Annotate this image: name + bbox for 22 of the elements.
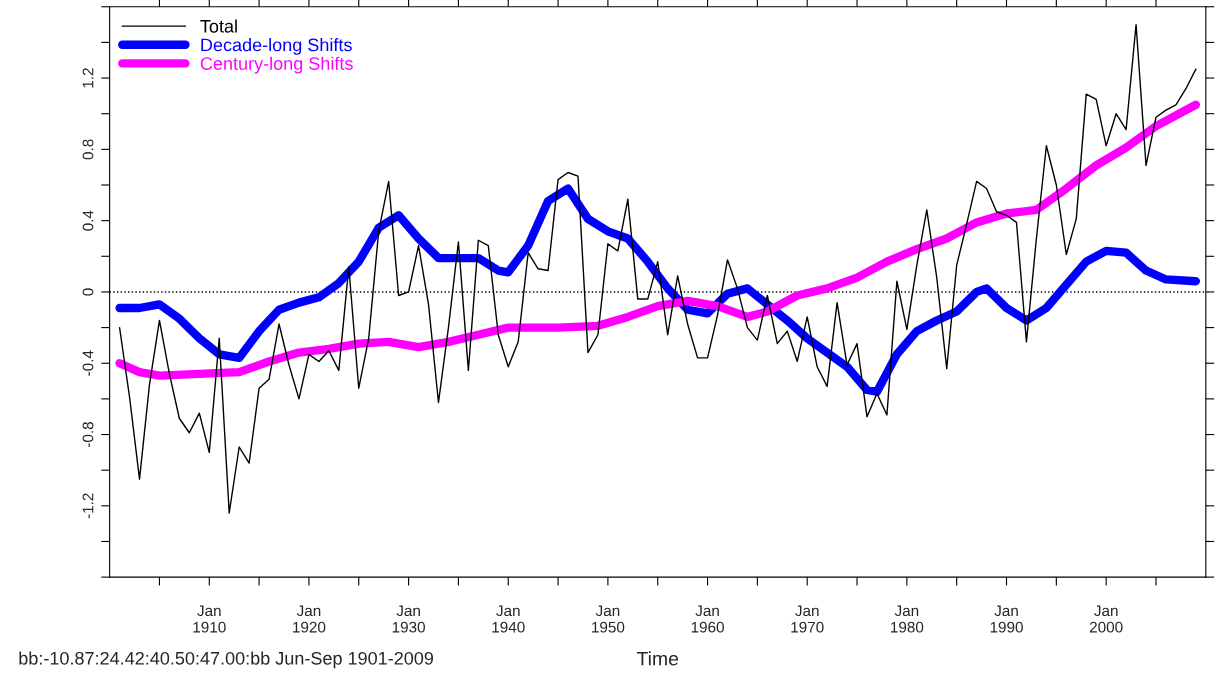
y-tick-label: 0 (82, 288, 94, 296)
y-tick-label: 0.4 (82, 210, 94, 231)
y-tick-label: -0.8 (82, 422, 94, 448)
x-tick-label: Jan 1920 (293, 605, 326, 633)
text: bb:-10.87:24.42:40.50:47.00:bb Jun-Sep 1901-2009 (19, 651, 434, 669)
legend-label: Century-long Shifts (200, 56, 353, 74)
y-tick-label: -0.4 (82, 350, 94, 376)
legend-label: Total (200, 19, 237, 33)
x-axis-title: Time (636, 651, 679, 666)
y-tick-label: -1.2 (82, 493, 94, 519)
x-tick-label: Jan 2000 (1089, 605, 1123, 633)
x-tick-label: Jan 1910 (193, 605, 226, 633)
x-tick-label: Jan 1960 (691, 605, 724, 633)
x-tick-label: Jan 1970 (791, 605, 824, 633)
x-tick-label: Jan 1930 (392, 605, 425, 633)
y-tick-label: 0.8 (82, 139, 94, 160)
x-tick-label: Jan 1950 (592, 605, 625, 633)
y-tick-label: 1.2 (82, 68, 94, 88)
x-tick-label: Jan 1990 (990, 605, 1023, 633)
x-tick-label: Jan 1940 (492, 605, 525, 633)
x-tick-label: Jan 1980 (891, 605, 924, 633)
legend-label: Decade-long Shifts (201, 38, 352, 55)
